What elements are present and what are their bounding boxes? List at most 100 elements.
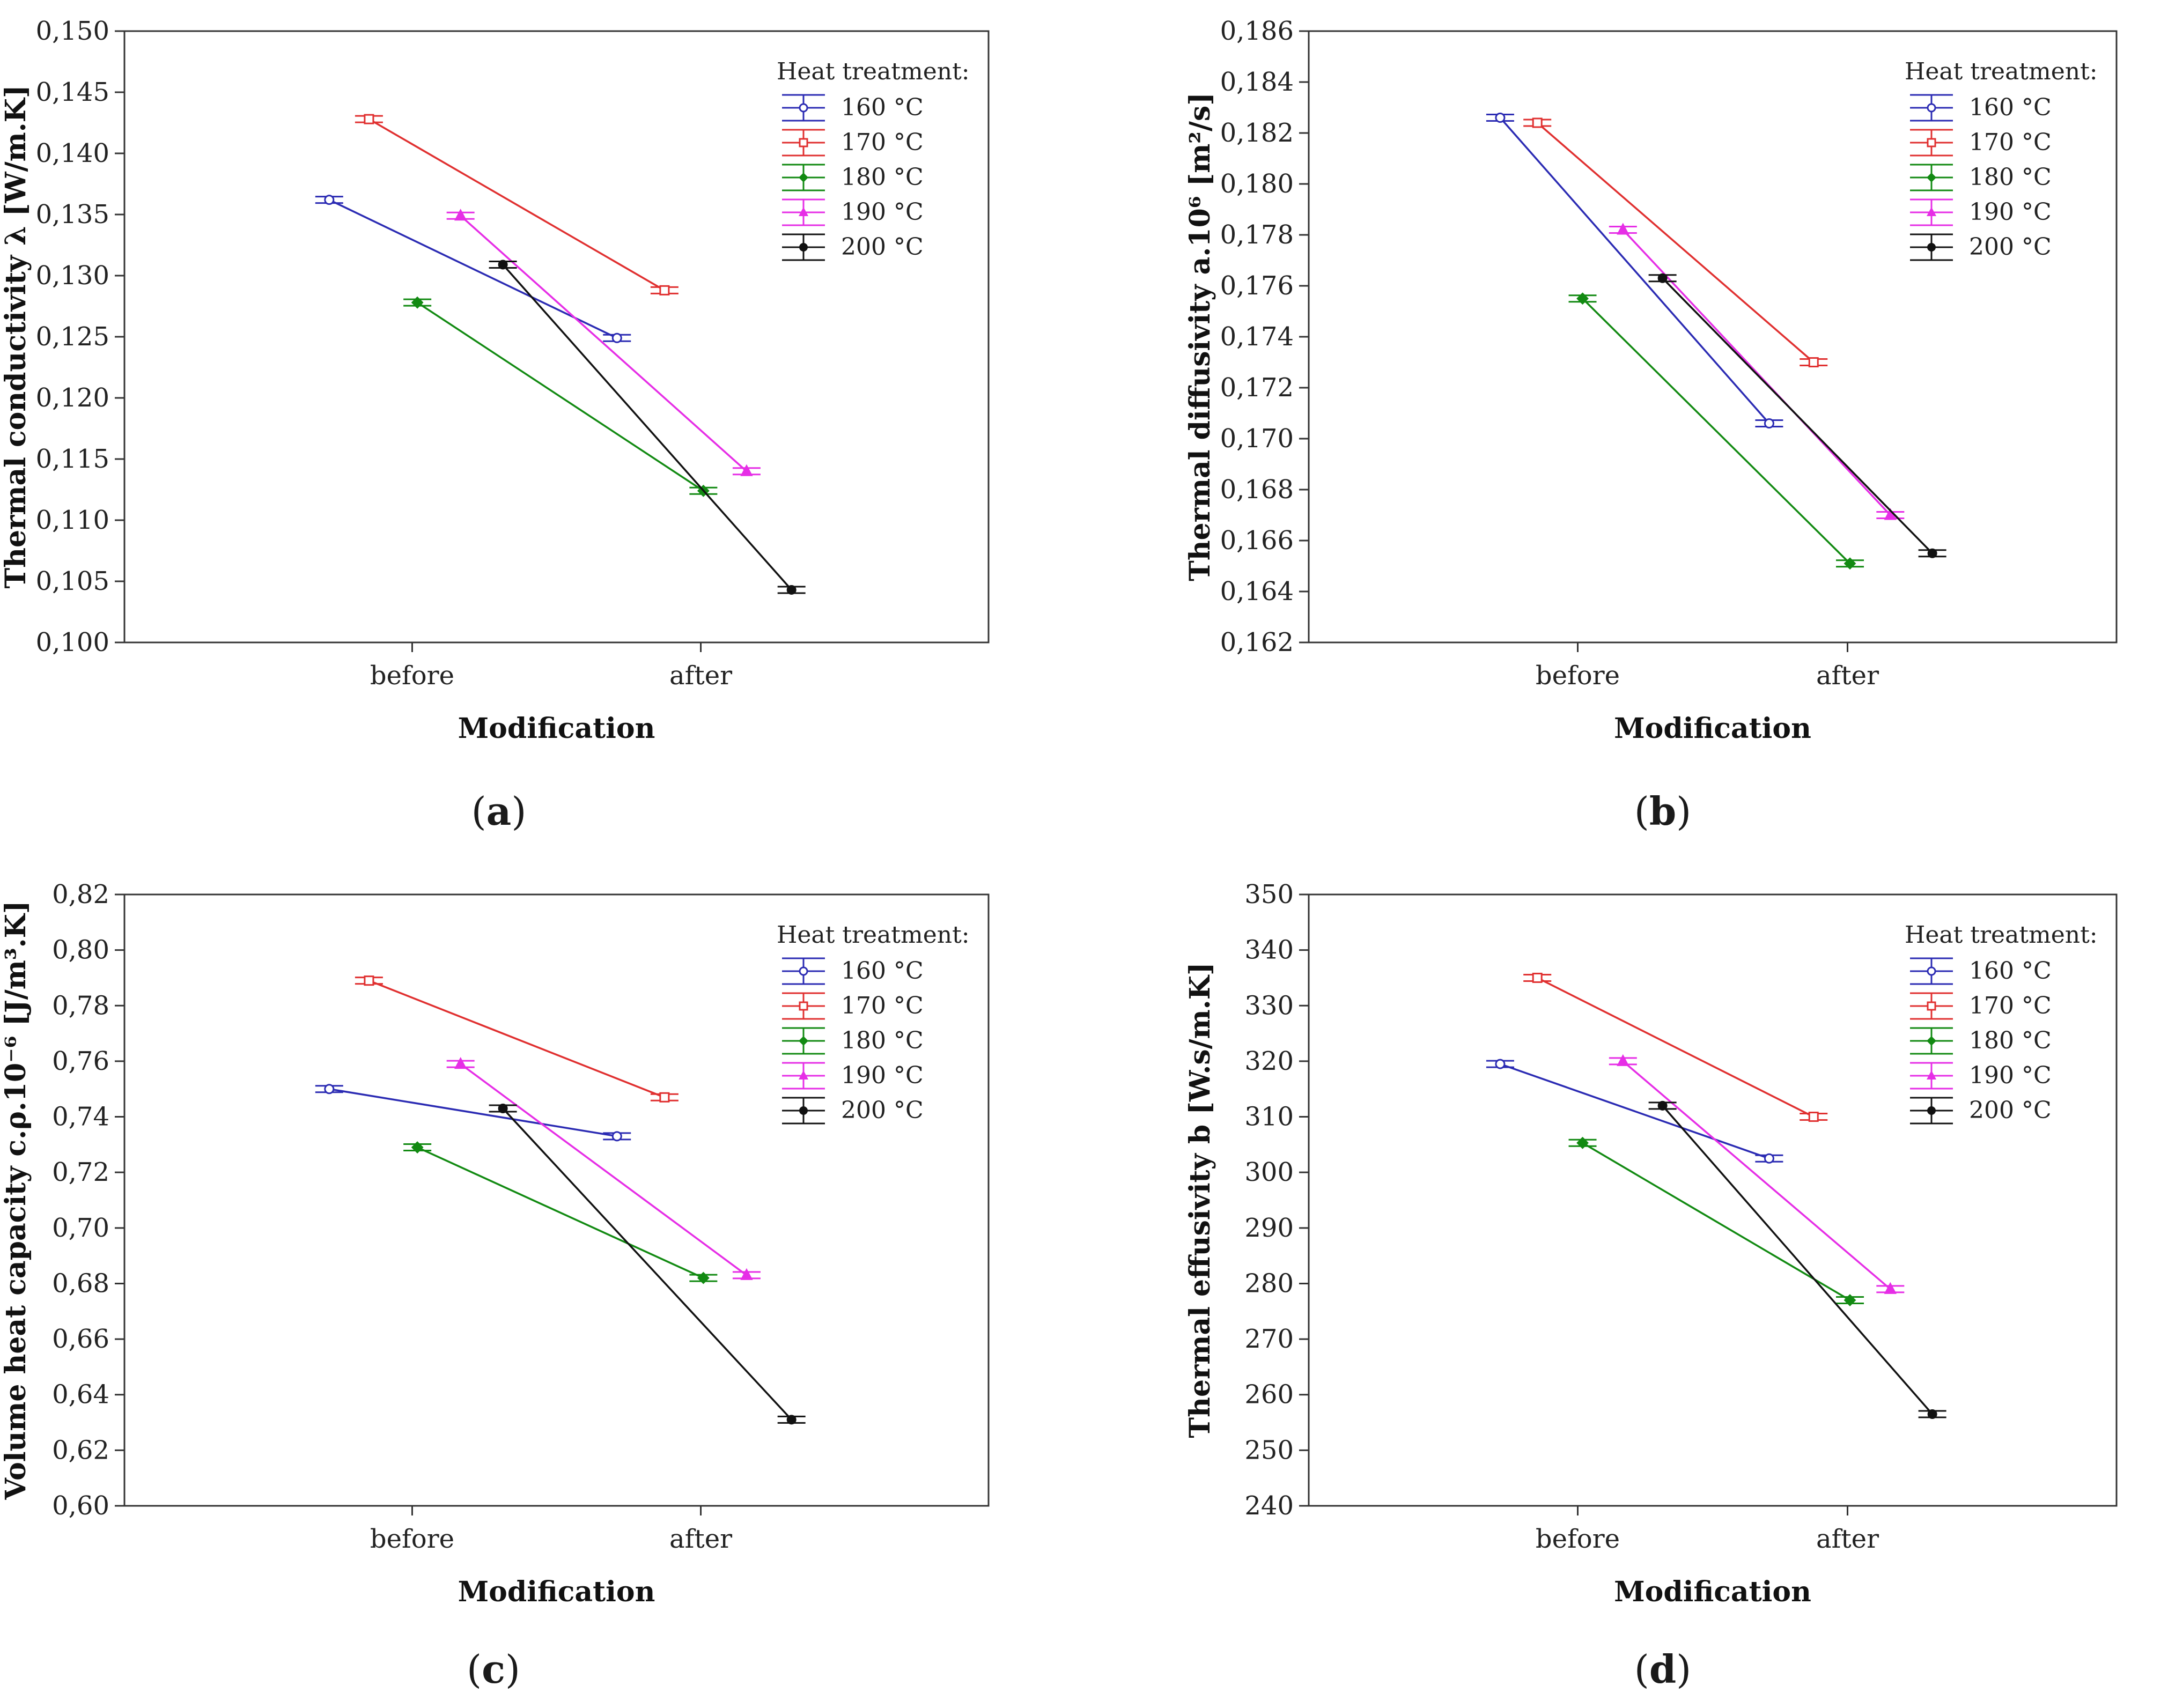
caption-d: (d) [1634, 1646, 1692, 1692]
caption-b-letter: b [1649, 788, 1677, 834]
svg-text:200 °C: 200 °C [1969, 1097, 2052, 1124]
data-point [777, 1415, 806, 1425]
y-tick-label: 310 [1244, 1102, 1294, 1132]
y-tick-label: 0,176 [1220, 271, 1294, 301]
y-tick-label: 0,170 [1220, 424, 1294, 454]
x-tick-label: after [1816, 661, 1879, 691]
y-tick-label: 0,110 [36, 505, 109, 535]
y-tick-label: 290 [1244, 1213, 1294, 1243]
data-point [489, 260, 517, 270]
series-line-0 [1499, 117, 1770, 424]
y-tick-label: 0,125 [36, 322, 109, 352]
series-line-2 [1582, 298, 1851, 564]
data-point [777, 585, 806, 595]
y-tick-label: 0,68 [52, 1268, 109, 1298]
svg-text:190 °C: 190 °C [1969, 1062, 2052, 1089]
svg-text:170 °C: 170 °C [1969, 992, 2052, 1019]
data-point [1568, 292, 1597, 305]
legend-title: Heat treatment: [777, 921, 970, 949]
data-point [1523, 117, 1552, 128]
y-tick-label: 0,76 [52, 1046, 109, 1076]
chart-panel-b: 0,162 0,164 0,166 0,168 0,170 0,172 0,174 0,176… [1137, 0, 2168, 837]
legend-title: Heat treatment: [777, 58, 970, 85]
y-tick-label: 300 [1244, 1157, 1294, 1187]
y-tick-label: 0,150 [36, 16, 109, 46]
data-point [355, 114, 383, 124]
legend-item: 190 °C [1910, 1062, 2052, 1090]
y-tick-label: 0,80 [52, 935, 109, 965]
legend-item: 190 °C [1910, 198, 2052, 226]
series-line-2 [1582, 1142, 1850, 1302]
y-tick-label: 0,140 [36, 138, 109, 168]
plot-frame [123, 30, 990, 644]
svg-text:190 °C: 190 °C [1969, 198, 2052, 226]
legend-title: Heat treatment: [1905, 921, 2098, 949]
caption-d-letter: d [1649, 1646, 1677, 1692]
y-tick-label: 0,120 [36, 383, 109, 413]
y-tick-label: 0,186 [1220, 16, 1294, 46]
data-point [1568, 1136, 1597, 1149]
legend-item: 180 °C [1910, 164, 2052, 191]
series-line-0 [329, 1088, 617, 1137]
legend-item: 180 °C [782, 164, 924, 191]
x-tick-label: after [669, 1524, 732, 1554]
y-tick-label: 0,172 [1220, 373, 1294, 403]
y-tick-label: 0,162 [1220, 627, 1294, 657]
data-point [1918, 548, 1946, 558]
series-line-3 [1622, 1060, 1891, 1290]
data-point [1486, 1059, 1514, 1069]
legend-item: 200 °C [782, 233, 924, 261]
series-line-1 [368, 118, 665, 291]
x-axis-label: Modification [458, 712, 655, 745]
legend-item: 170 °C [782, 992, 924, 1020]
plot-frame [1308, 30, 2118, 644]
data-point [403, 1141, 432, 1154]
series-line-0 [329, 199, 618, 339]
data-point [1523, 972, 1552, 983]
y-tick-label: 0,174 [1220, 322, 1294, 352]
x-tick-label: before [1536, 661, 1620, 691]
y-axis-label: Thermal effusivity b [W.s/m.K] [1184, 962, 1216, 1438]
legend-item: 180 °C [782, 1027, 924, 1055]
x-axis-label: Modification [458, 1576, 655, 1608]
legend-item: 190 °C [782, 198, 924, 226]
svg-text:200 °C: 200 °C [841, 233, 924, 261]
data-point [315, 195, 343, 205]
series-line-4 [1662, 277, 1933, 554]
data-point [315, 1084, 343, 1095]
legend-item: 170 °C [782, 129, 924, 157]
data-point [1648, 1100, 1677, 1111]
y-tick-label: 240 [1244, 1491, 1294, 1521]
y-tick-label: 280 [1244, 1268, 1294, 1298]
y-tick-label: 0,105 [36, 566, 109, 596]
y-tick-label: 250 [1244, 1435, 1294, 1465]
y-tick-label: 270 [1244, 1324, 1294, 1354]
series-line-4 [1662, 1105, 1933, 1415]
legend-item: 200 °C [1910, 233, 2052, 261]
series-line-4 [502, 1107, 792, 1421]
caption-a: (a) [471, 788, 527, 834]
data-point [1800, 357, 1828, 367]
svg-text:200 °C: 200 °C [841, 1097, 924, 1124]
y-tick-label: 0,180 [1220, 169, 1294, 199]
series-line-3 [1622, 229, 1891, 516]
legend-item: 180 °C [1910, 1027, 2052, 1055]
data-point [446, 1056, 475, 1069]
data-point [1486, 113, 1514, 123]
svg-text:200 °C: 200 °C [1969, 233, 2052, 261]
series-line-0 [1500, 1063, 1770, 1159]
y-tick-label: 0,72 [52, 1157, 109, 1187]
svg-text:170 °C: 170 °C [841, 992, 924, 1019]
y-tick-label: 0,164 [1220, 576, 1294, 607]
legend-item: 160 °C [1910, 957, 2052, 985]
legend-item: 170 °C [1910, 129, 2052, 157]
y-tick-label: 0,70 [52, 1213, 109, 1243]
y-tick-label: 260 [1244, 1380, 1294, 1410]
caption-c: (c) [466, 1646, 521, 1692]
svg-text:180 °C: 180 °C [1969, 1027, 2052, 1054]
x-tick-label: before [370, 1524, 454, 1554]
y-tick-label: 0,184 [1220, 67, 1294, 97]
chart-panel-d: 240 250 260 270 280 290 300 310 320 330 340 350 befo… [1137, 858, 2168, 1706]
data-point [1876, 1282, 1905, 1294]
svg-text:190 °C: 190 °C [841, 1062, 924, 1089]
